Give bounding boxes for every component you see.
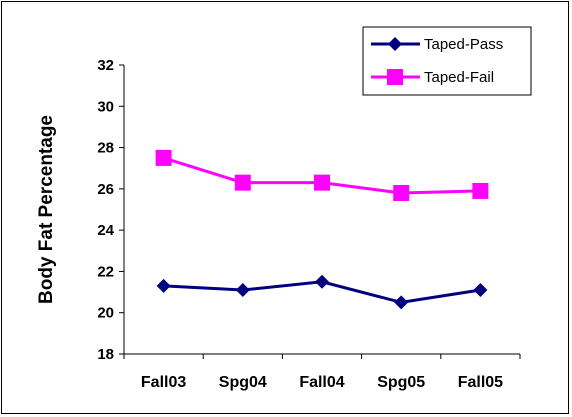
data-point — [393, 184, 410, 201]
legend-label: Taped-Fail — [424, 69, 494, 86]
legend: Taped-Pass Taped-Fail — [362, 26, 532, 96]
legend-label: Taped-Pass — [424, 36, 503, 53]
data-point — [394, 295, 409, 310]
y-axis-title: Body Fat Percentage — [36, 115, 57, 304]
data-point — [156, 278, 171, 293]
data-point — [473, 283, 488, 298]
data-point — [235, 283, 250, 298]
series-taped-pass — [156, 274, 488, 310]
data-point — [472, 182, 489, 199]
legend-marker — [387, 69, 403, 85]
y-axis-ticks: 18 20 22 24 26 28 30 32 — [97, 57, 124, 363]
series-layer — [155, 149, 489, 310]
y-tick-label: 26 — [97, 181, 114, 198]
data-point — [315, 274, 329, 289]
data-point — [155, 149, 172, 166]
y-tick-label: 32 — [97, 57, 114, 74]
x-axis-labels: Fall03 Spg04 Fall04 Spg05 Fall05 — [123, 354, 521, 391]
data-point — [314, 174, 330, 191]
y-tick-label: 22 — [97, 263, 114, 280]
y-tick-label: 24 — [97, 222, 114, 239]
legend-marker — [388, 37, 402, 51]
series-taped-fail — [155, 149, 489, 201]
x-tick-label: Fall04 — [299, 374, 344, 391]
y-tick-label: 30 — [97, 98, 114, 115]
data-point — [234, 174, 251, 191]
x-tick-label: Fall05 — [458, 374, 503, 391]
y-tick-label: 18 — [97, 346, 114, 363]
y-tick-label: 28 — [97, 140, 114, 157]
x-tick-label: Spg04 — [219, 374, 267, 391]
x-tick-label: Fall03 — [141, 374, 186, 391]
x-tick-label: Spg05 — [377, 374, 425, 391]
y-tick-label: 20 — [97, 305, 114, 322]
